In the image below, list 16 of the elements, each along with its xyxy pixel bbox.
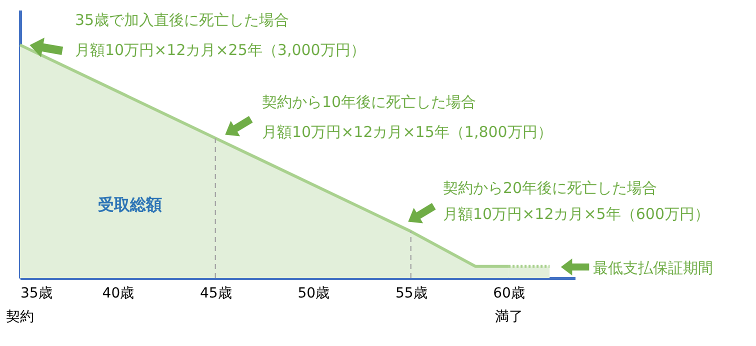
annotation: 受取総額 [97,195,162,214]
annotation: 契約から20年後に死亡した場合 [443,179,658,197]
annotation: 月額10万円×12カ月×25年（3,000万円） [75,41,366,59]
text: 契約 [6,309,34,325]
text: 最低支払保証期間 [593,259,713,277]
annotation: 月額10万円×12カ月×15年（1,800万円） [262,123,552,141]
annotation: 月額10万円×12カ月×5年（600万円） [443,205,710,223]
x-tick-label: 45歳 [200,286,232,302]
x-tick-label: 60歳 [493,286,525,302]
annotation: 契約から10年後に死亡した場合 [262,93,476,111]
text: 満了 [495,309,523,325]
text: 35歳で加入直後に死亡した場合 [75,11,290,29]
x-tick-label: 40歳 [102,286,134,302]
x-tick-label: 50歳 [298,286,330,302]
x-tick-label: 35歳 [20,286,52,302]
x-tick-label: 55歳 [395,286,428,302]
